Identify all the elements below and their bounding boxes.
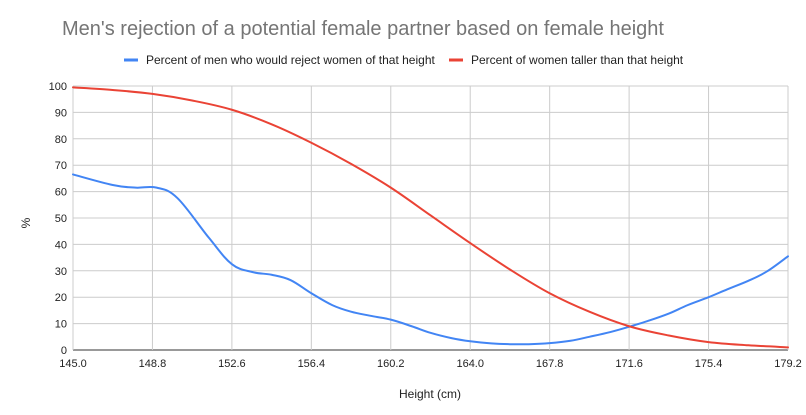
x-tick-label: 167.8	[536, 358, 564, 370]
y-tick-label: 20	[55, 292, 67, 304]
y-axis-label: %	[19, 217, 33, 228]
legend: Percent of men who would reject women of…	[124, 53, 684, 67]
y-tick-label: 80	[55, 134, 67, 146]
y-tick-label: 50	[55, 213, 67, 225]
legend-label: Percent of men who would reject women of…	[146, 53, 435, 67]
series-lines	[72, 86, 789, 349]
series-line-1	[72, 173, 789, 346]
y-tick-label: 60	[55, 187, 67, 199]
x-tick-label: 145.0	[59, 358, 87, 370]
legend-label: Percent of women taller than that height	[471, 53, 684, 67]
legend-entry-2: Percent of women taller than that height	[449, 53, 684, 67]
y-tick-label: 70	[55, 160, 67, 172]
legend-entry-1: Percent of men who would reject women of…	[124, 53, 435, 67]
x-tick-label: 179.2	[774, 358, 802, 370]
x-axis-ticks: 145.0 148.8 152.6 156.4 160.2 164.0 167.8 171.6…	[59, 358, 802, 370]
y-axis-ticks: 0 10 20 30 40 50 60 70 80 90 100	[49, 81, 67, 357]
y-tick-label: 0	[61, 345, 67, 357]
y-tick-label: 40	[55, 239, 67, 251]
series-line-2	[72, 86, 789, 349]
x-axis-label: Height (cm)	[399, 387, 461, 401]
x-tick-label: 175.4	[695, 358, 723, 370]
y-tick-label: 100	[49, 81, 67, 93]
y-tick-label: 30	[55, 266, 67, 278]
x-tick-label: 152.6	[218, 358, 246, 370]
x-tick-label: 156.4	[298, 358, 326, 370]
x-tick-label: 160.2	[377, 358, 405, 370]
x-tick-label: 164.0	[456, 358, 484, 370]
y-tick-label: 10	[55, 319, 67, 331]
x-tick-label: 148.8	[139, 358, 167, 370]
y-tick-label: 90	[55, 107, 67, 119]
gridlines	[72, 85, 789, 351]
x-tick-label: 171.6	[615, 358, 643, 370]
chart-title: Men's rejection of a potential female pa…	[62, 18, 664, 40]
